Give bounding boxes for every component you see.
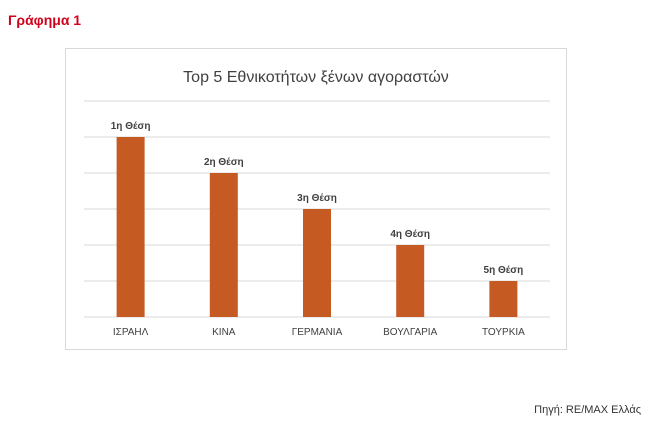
bar-4 [396,245,425,317]
category-label-5: ΤΟΥΡΚΙΑ [482,327,525,338]
figure-heading: Γράφημα 1 [8,12,82,28]
data-label-2: 2η Θέση [204,157,244,168]
bar-3 [303,209,331,317]
category-label-4: ΒΟΥΛΓΑΡΙΑ [383,327,437,338]
bar-5 [489,281,518,317]
category-label-3: ΓΕΡΜΑΝΙΑ [292,327,343,338]
bar-chart: Top 5 Εθνικοτήτων ξένων αγοραστών 1η Θέσ… [84,69,550,338]
bar-1 [116,137,145,317]
bar-2 [209,173,238,317]
data-label-3: 3η Θέση [297,193,337,204]
data-label-1: 1η Θέση [111,121,151,132]
chart-title: Top 5 Εθνικοτήτων ξένων αγοραστών [183,69,449,86]
data-labels: 1η Θέση 2η Θέση 3η Θέση 4η Θέση 5η Θέση [111,121,523,276]
bars [116,137,518,317]
category-label-1: ΙΣΡΑΗΛ [113,327,149,338]
data-label-4: 4η Θέση [390,229,430,240]
category-label-2: ΚΙΝΑ [212,327,236,338]
chart-container: Top 5 Εθνικοτήτων ξένων αγοραστών 1η Θέσ… [65,48,567,350]
data-label-5: 5η Θέση [484,265,524,276]
source-note: Πηγή: RE/MAX Ελλάς [534,404,641,416]
category-axis-labels: ΙΣΡΑΗΛ ΚΙΝΑ ΓΕΡΜΑΝΙΑ ΒΟΥΛΓΑΡΙΑ ΤΟΥΡΚΙΑ [113,327,525,338]
